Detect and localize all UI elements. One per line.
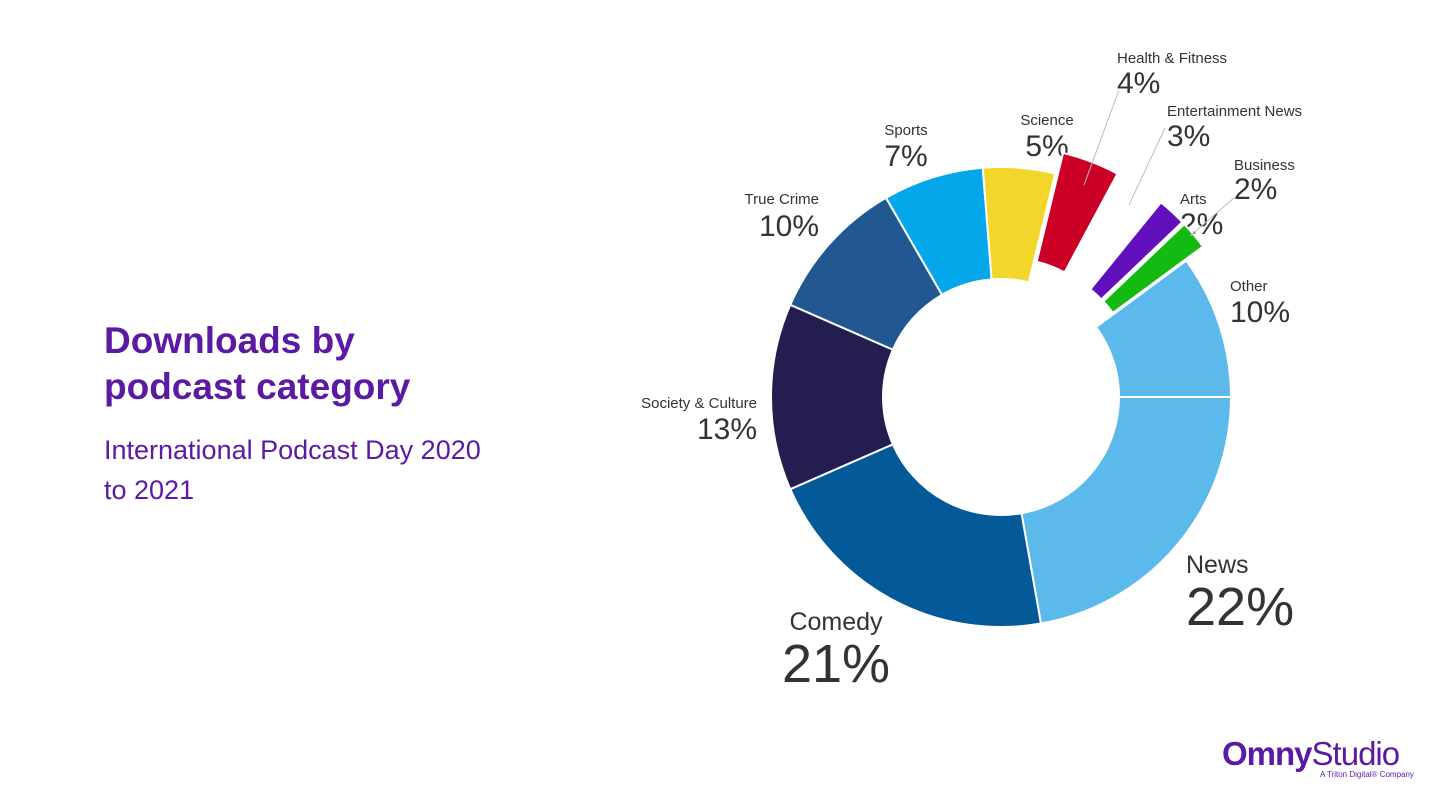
- value-label-true-crime: 10%: [759, 210, 819, 243]
- value-label-news: 22%: [1186, 577, 1294, 637]
- slice-entertainment-news: [1067, 174, 1160, 289]
- slice-other: [1094, 259, 1233, 398]
- slice-society-and-culture: [770, 303, 895, 491]
- label-other: Other: [1230, 278, 1268, 295]
- label-comedy: Comedy: [789, 608, 883, 636]
- label-arts: Arts: [1180, 191, 1207, 208]
- value-label-health-and-fitness: 4%: [1117, 67, 1160, 100]
- logo-wordmark: OmnyStudio: [1222, 735, 1401, 772]
- value-label-entertainment-news: 3%: [1167, 120, 1210, 153]
- label-news: News: [1186, 551, 1249, 579]
- value-label-society-and-culture: 13%: [697, 413, 757, 446]
- slice-health-and-fitness: [1035, 151, 1119, 274]
- value-label-other: 10%: [1230, 296, 1290, 329]
- value-label-business: 2%: [1234, 173, 1277, 206]
- label-true-crime: True Crime: [745, 191, 819, 208]
- omny-studio-logo: OmnyStudio A Triton Digital® Company: [1222, 736, 1422, 784]
- chart-title: Downloads by podcast category: [104, 320, 411, 407]
- label-business: Business: [1234, 157, 1295, 174]
- slice-science: [981, 166, 1057, 284]
- slice-news: [1020, 396, 1233, 625]
- logo-brand-bold: Omny: [1222, 735, 1313, 772]
- leader-line-business: [1189, 196, 1236, 237]
- chart-subtitle: International Podcast Day 2020 to 2021: [104, 435, 481, 505]
- slice-arts: [1088, 200, 1184, 301]
- leader-line-health-and-fitness: [1083, 89, 1120, 186]
- label-sports: Sports: [884, 122, 927, 139]
- slice-comedy: [788, 442, 1043, 628]
- logo-brand-light: Studio: [1311, 735, 1401, 772]
- label-society-and-culture: Society & Culture: [641, 395, 757, 412]
- label-health-and-fitness: Health & Fitness: [1117, 50, 1227, 67]
- value-label-comedy: 21%: [782, 634, 890, 694]
- logo-tagline: A Triton Digital® Company: [1320, 770, 1414, 779]
- leader-line-entertainment-news: [1128, 127, 1166, 206]
- label-science: Science: [1020, 112, 1073, 129]
- slice-business: [1101, 222, 1205, 315]
- label-entertainment-news: Entertainment News: [1167, 103, 1302, 120]
- value-label-sports: 7%: [884, 140, 927, 173]
